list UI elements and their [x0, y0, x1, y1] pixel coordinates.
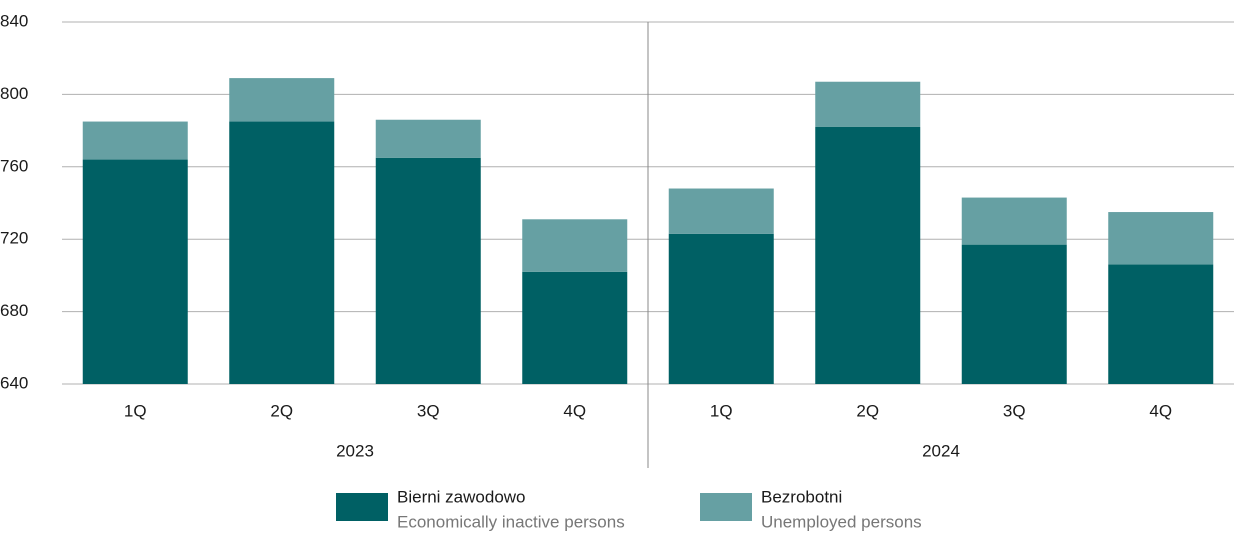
legend-label: Bierni zawodowo	[397, 487, 526, 506]
x-tick-label: 1Q	[710, 401, 733, 420]
bar-segment	[82, 121, 188, 160]
bar-segment	[82, 159, 188, 384]
legend-sublabel: Unemployed persons	[761, 512, 922, 531]
bar-segment	[522, 219, 628, 272]
legend-swatch	[336, 493, 388, 521]
y-tick-label: 680	[0, 301, 28, 320]
x-tick-label: 2Q	[270, 401, 293, 420]
bar-segment	[229, 78, 335, 122]
bar-segment	[961, 197, 1067, 245]
y-tick-label: 840	[0, 11, 28, 30]
x-tick-label: 4Q	[1149, 401, 1172, 420]
x-tick-label: 3Q	[417, 401, 440, 420]
bar-segment	[1108, 212, 1214, 265]
x-tick-label: 2Q	[856, 401, 879, 420]
y-tick-label: 720	[0, 229, 28, 248]
x-tick-label: 4Q	[563, 401, 586, 420]
bar-segment	[1108, 264, 1214, 384]
bar-segment	[815, 81, 921, 127]
bar-segment	[229, 121, 335, 385]
x-tick-label: 3Q	[1003, 401, 1026, 420]
bar-segment	[375, 157, 481, 384]
group-label: 2023	[336, 441, 374, 460]
x-tick-label: 1Q	[124, 401, 147, 420]
bar-segment	[815, 126, 921, 384]
legend-label: Bezrobotni	[761, 487, 842, 506]
y-tick-label: 800	[0, 84, 28, 103]
bar-segment	[522, 271, 628, 384]
bar-segment	[375, 119, 481, 158]
legend-swatch	[700, 493, 752, 521]
bar-segment	[961, 244, 1067, 384]
y-tick-label: 640	[0, 373, 28, 392]
bar-segment	[668, 233, 774, 384]
group-label: 2024	[922, 441, 960, 460]
y-tick-label: 760	[0, 156, 28, 175]
legend-sublabel: Economically inactive persons	[397, 512, 625, 531]
bar-segment	[668, 188, 774, 234]
